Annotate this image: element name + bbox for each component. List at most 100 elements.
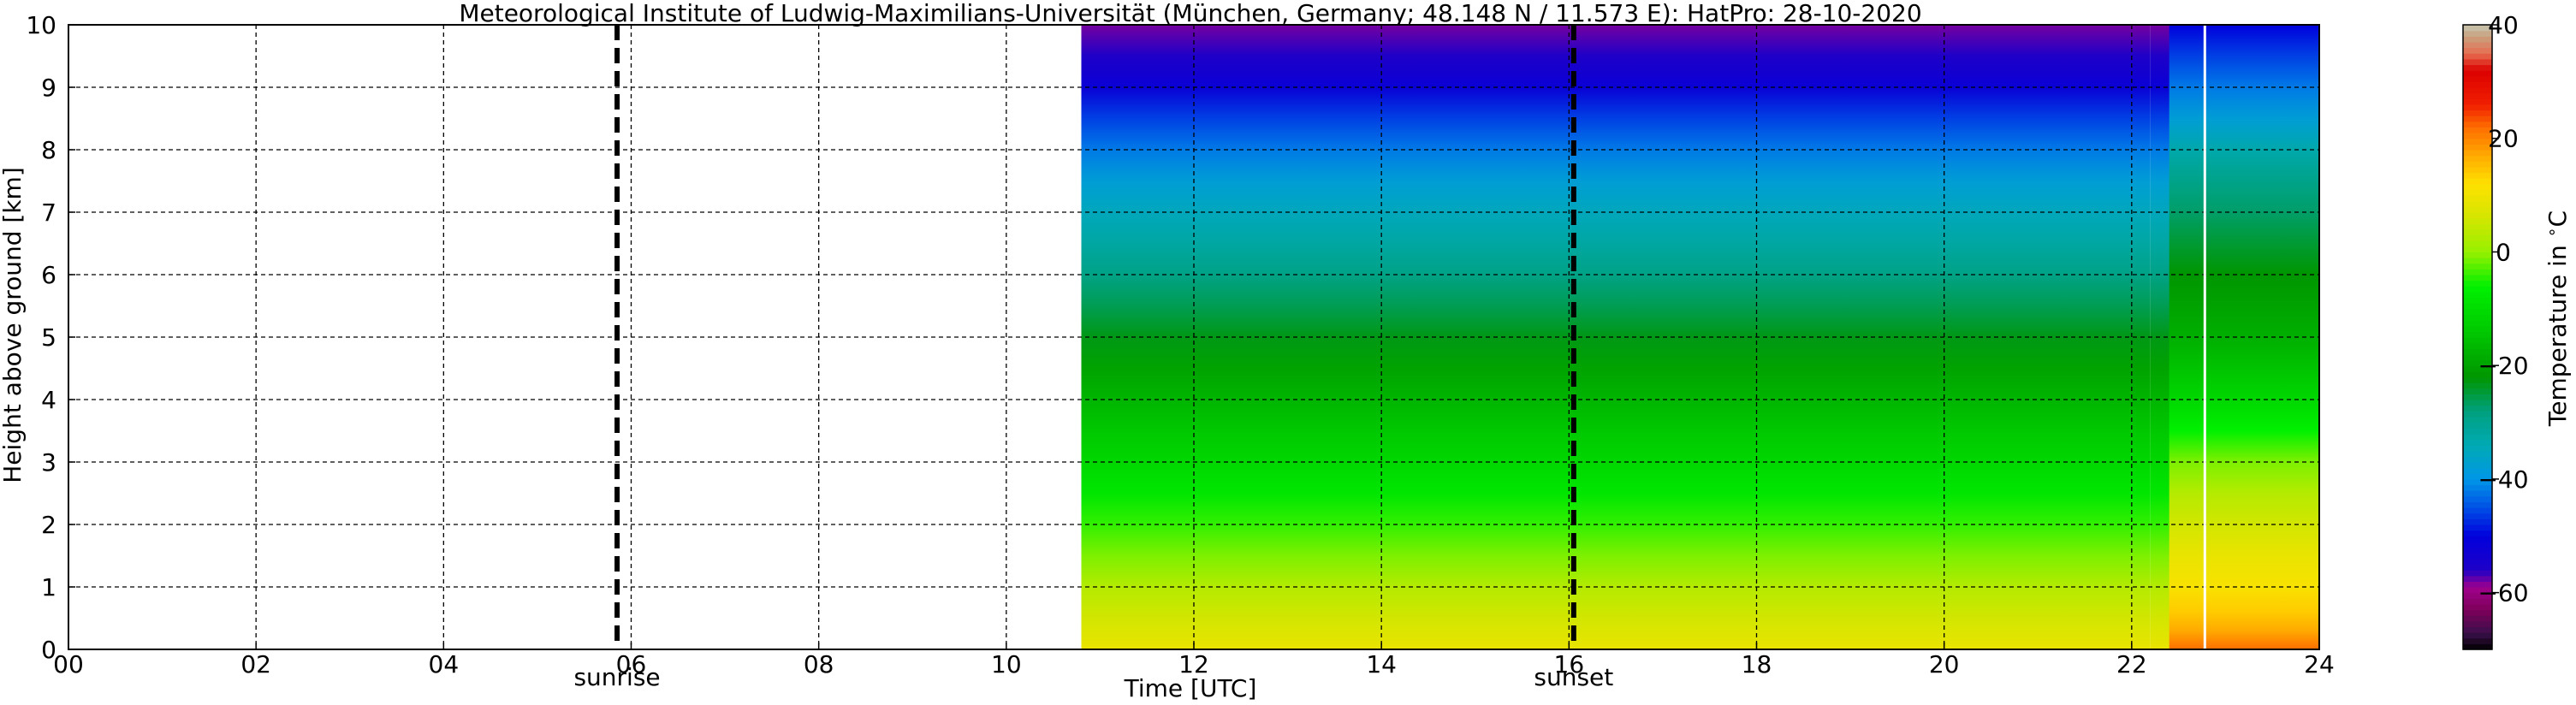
colorbar-step (2463, 462, 2492, 469)
colorbar-step (2463, 575, 2492, 582)
colorbar-step (2463, 127, 2492, 133)
colorbar-step (2463, 41, 2492, 49)
y-tick-label: 1 (41, 573, 56, 601)
colorbar-step (2463, 558, 2492, 566)
x-tick-label: 20 (1929, 650, 1960, 678)
colorbar-step (2463, 382, 2492, 389)
y-tick-label: 9 (41, 74, 56, 102)
x-tick-label: 00 (53, 650, 84, 678)
chart-title: Meteorological Institute of Ludwig-Maxim… (459, 0, 1921, 27)
y-tick-label: 4 (41, 386, 56, 414)
colorbar-tick-label: 20 (2488, 125, 2519, 153)
colorbar-step (2463, 30, 2492, 37)
colorbar-step (2463, 609, 2492, 616)
colorbar-step (2463, 416, 2492, 424)
colorbar-step (2463, 422, 2492, 429)
colorbar-step (2463, 58, 2492, 66)
x-tick-label: 02 (240, 650, 271, 678)
colorbar-step (2463, 189, 2492, 196)
colorbar-step (2463, 144, 2492, 151)
colorbar-step (2463, 530, 2492, 536)
colorbar-step (2463, 64, 2492, 71)
y-tick-label: 2 (41, 511, 56, 539)
x-tick-label: 06 (616, 650, 647, 678)
temperature-transition (2150, 25, 2155, 649)
event-label-sunset: sunset (1534, 663, 1613, 691)
colorbar-step (2463, 626, 2492, 633)
colorbar-step (2463, 359, 2492, 366)
colorbar-step (2463, 303, 2492, 310)
colorbar-step (2463, 36, 2492, 43)
colorbar-step (2463, 121, 2492, 128)
colorbar-step (2463, 473, 2492, 480)
colorbar-step (2463, 314, 2492, 321)
colorbar-step (2463, 286, 2492, 293)
colorbar-step (2463, 258, 2492, 264)
colorbar-step (2463, 75, 2492, 82)
colorbar-step (2463, 518, 2492, 525)
colorbar-step (2463, 439, 2492, 446)
colorbar-step (2463, 150, 2492, 157)
colorbar-step (2463, 183, 2492, 191)
colorbar-frame (2462, 24, 2493, 650)
colorbar-step (2463, 223, 2492, 230)
colorbar-step (2463, 240, 2492, 247)
x-tick-label: 12 (1178, 650, 1209, 678)
temperature-transition (2184, 25, 2189, 649)
colorbar-step (2463, 587, 2492, 594)
colorbar-step (2463, 47, 2492, 54)
colorbar-step (2463, 370, 2492, 378)
colorbar-step (2463, 615, 2492, 622)
colorbar-step (2463, 564, 2492, 571)
event-label-sunrise: sunrise (573, 663, 660, 691)
colorbar-tick-label: −60 (2478, 579, 2528, 607)
x-axis-ticks: 00 02 04 06 08 10 12 14 16 18 20 22 24 (53, 643, 2335, 678)
unit-c: C (2543, 210, 2572, 228)
y-tick-label: 8 (41, 136, 56, 164)
colorbar-step (2463, 337, 2492, 344)
colorbar-step (2463, 394, 2492, 400)
colorbar-step (2463, 405, 2492, 412)
x-tick-label: 24 (2304, 650, 2335, 678)
colorbar-step (2463, 81, 2492, 88)
colorbar-step (2463, 348, 2492, 355)
colorbar-step (2463, 643, 2492, 650)
colorbar-step (2463, 507, 2492, 514)
colorbar-step (2463, 178, 2492, 185)
colorbar-step (2463, 547, 2492, 554)
sun-events: sunrise sunset (573, 25, 1613, 691)
x-tick-label: 16 (1554, 650, 1585, 678)
colorbar-tick-label: −20 (2478, 352, 2528, 380)
x-axis-label: Time [UTC] (1124, 674, 1257, 702)
colorbar-step (2463, 53, 2492, 60)
colorbar-step (2463, 70, 2492, 77)
y-tick-label: 5 (41, 323, 56, 352)
colorbar-step (2463, 133, 2492, 139)
colorbar-step (2463, 161, 2492, 168)
colorbar-step (2463, 637, 2492, 644)
y-tick-label: 0 (41, 636, 56, 664)
colorbar-step (2463, 325, 2492, 332)
y-tick-label: 7 (41, 198, 56, 227)
colorbar-step (2463, 541, 2492, 548)
colorbar-step (2463, 632, 2492, 639)
colorbar-step (2463, 445, 2492, 452)
y-axis-label: Height above ground [km] (0, 167, 27, 483)
colorbar-step (2463, 275, 2492, 281)
colorbar-step (2463, 603, 2492, 611)
y-tick-label: 6 (41, 261, 56, 289)
x-tick-label: 22 (2116, 650, 2147, 678)
colorbar-tick-label: 0 (2496, 238, 2511, 266)
temperature-transition (2176, 25, 2181, 649)
x-tick-label: 10 (991, 650, 1022, 678)
colorbar-step (2463, 166, 2492, 174)
colorbar-step (2463, 353, 2492, 361)
colorbar-step (2463, 212, 2492, 219)
colorbar-label: Temperature in ∘C (2543, 210, 2572, 427)
colorbar-step (2463, 172, 2492, 179)
x-tick-label: 04 (429, 650, 460, 678)
temperature-profile (2187, 25, 2319, 649)
colorbar-step (2463, 400, 2492, 406)
colorbar-step (2463, 110, 2492, 116)
